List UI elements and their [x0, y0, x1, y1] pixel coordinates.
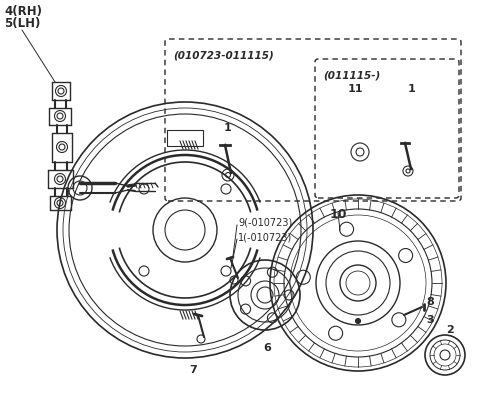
Text: 2: 2 — [446, 325, 454, 335]
Text: 8: 8 — [426, 297, 434, 307]
Text: 3: 3 — [426, 315, 434, 325]
Text: 1: 1 — [408, 84, 416, 94]
Text: 4(RH): 4(RH) — [4, 5, 42, 18]
Text: 5(LH): 5(LH) — [4, 17, 40, 30]
Text: 1(-010723): 1(-010723) — [238, 232, 292, 242]
Bar — [167, 130, 203, 146]
Text: (010723-011115): (010723-011115) — [173, 50, 274, 60]
Circle shape — [356, 319, 360, 323]
Text: 11: 11 — [347, 84, 363, 94]
Text: 9(-010723): 9(-010723) — [238, 218, 292, 228]
Text: 1: 1 — [224, 123, 232, 133]
Text: 7: 7 — [189, 365, 197, 375]
Text: 6: 6 — [263, 343, 271, 353]
Text: 10: 10 — [330, 208, 348, 221]
Text: (011115-): (011115-) — [323, 70, 380, 80]
